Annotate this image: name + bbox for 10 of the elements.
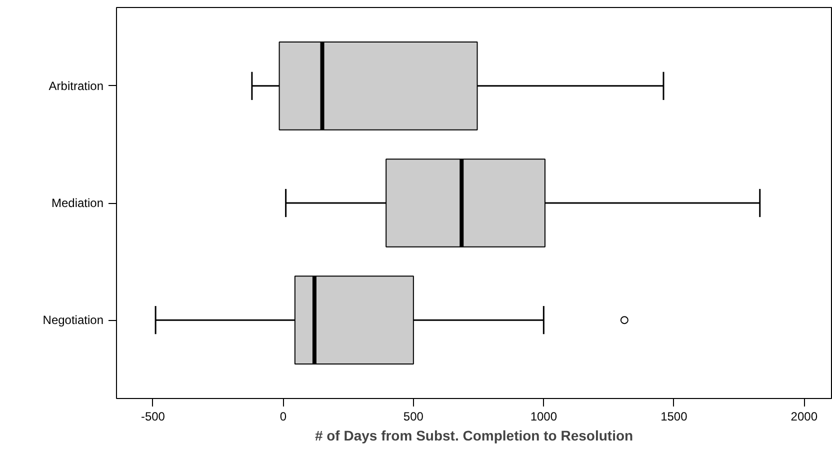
x-tick-label: 1500 <box>660 410 688 424</box>
x-axis-title: # of Days from Subst. Completion to Resolution <box>314 428 634 444</box>
x-tick-label: 1000 <box>530 410 558 424</box>
y-tick-label: Arbitration <box>48 78 104 93</box>
y-tick-label: Negotiation <box>42 313 104 328</box>
x-tick-label: -500 <box>140 410 166 424</box>
x-tick-label: 2000 <box>790 410 818 424</box>
y-tick-label: Mediation <box>51 196 104 210</box>
x-tick-label: 500 <box>403 410 424 424</box>
x-tick-label: 0 <box>280 410 287 424</box>
